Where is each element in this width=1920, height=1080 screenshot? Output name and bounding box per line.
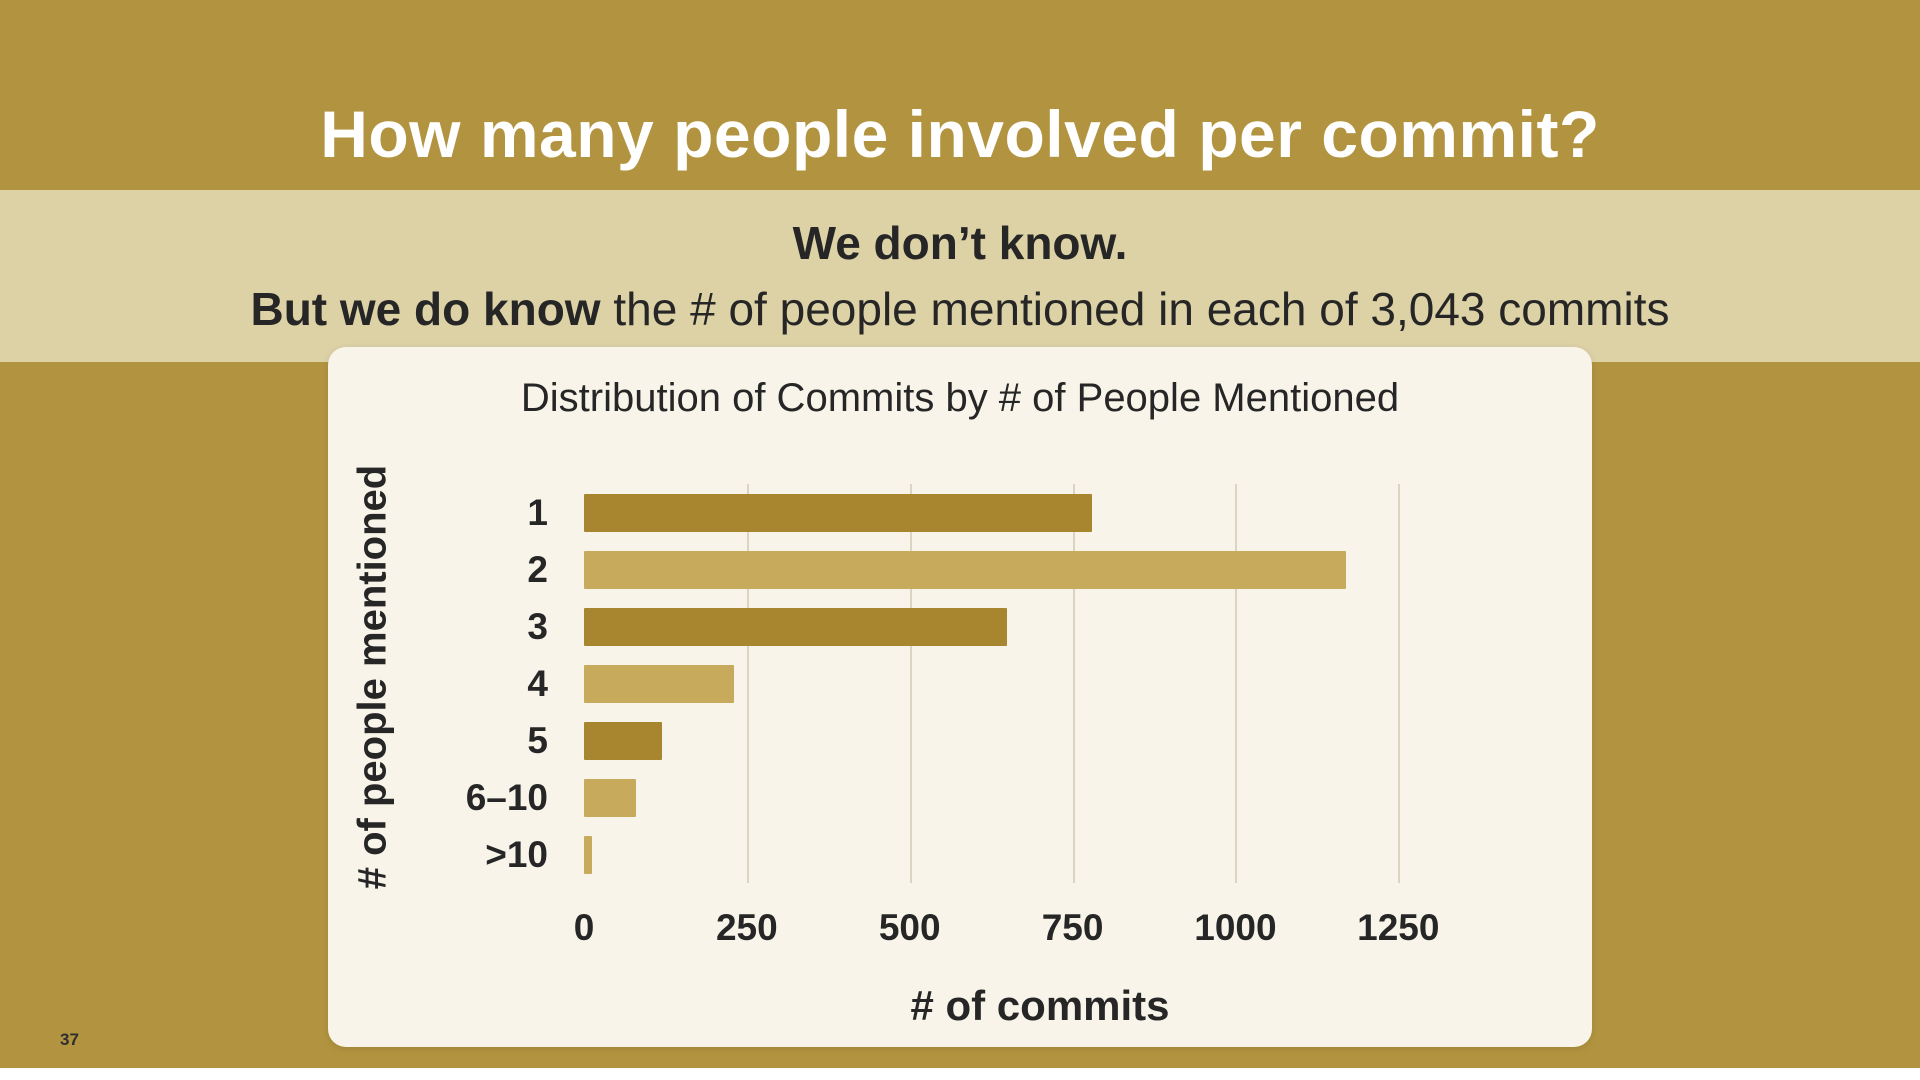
category-label: >10 [485,834,548,875]
bar [584,607,1008,646]
subtitle-line-1: We don’t know. [792,217,1128,269]
category-label: 3 [527,606,548,647]
chart-title: Distribution of Commits by # of People M… [520,376,1400,420]
bar-row [584,826,1496,883]
category-label: 5 [527,720,548,761]
category-label: 4 [527,663,548,704]
bar-row [584,484,1496,541]
x-tick-label: 500 [878,907,941,948]
bar [584,550,1347,589]
chart-panel: Distribution of Commits by # of People M… [328,347,1592,1047]
subtitle-band: We don’t know. But we do know the # of p… [0,190,1920,362]
bottom-strip [0,1068,1920,1080]
x-tick-label: 0 [573,907,595,948]
subtitle-line-2: But we do know the # of people mentioned… [250,283,1669,335]
subtitle-line-2-rest: the # of people mentioned in each of 3,0… [600,283,1670,335]
x-tick-label: 750 [1041,907,1104,948]
bar-row [584,655,1496,712]
gridline [746,484,749,883]
bar-row [584,541,1496,598]
x-axis-label: # of commits [910,982,1170,1029]
bar-row [584,712,1496,769]
x-ticks: 0 250 500 750 1000 1250 [574,906,1496,950]
plot-area [584,484,1496,883]
gridline [1072,484,1075,883]
bar [584,664,734,703]
bar [584,493,1093,532]
bar-row [584,769,1496,826]
gridline [1398,484,1401,883]
category-label: 2 [527,549,548,590]
x-tick-label: 250 [715,907,778,948]
bar [584,778,637,817]
slide-title: How many people involved per commit? [320,97,1600,171]
x-tick-label: 1250 [1357,907,1440,948]
gridline [1235,484,1238,883]
category-label: 1 [527,492,548,533]
x-tick-label: 1000 [1194,907,1277,948]
gridline [909,484,912,883]
bar [584,835,593,874]
bar-row [584,598,1496,655]
category-label: 6–10 [465,777,548,818]
bar [584,721,663,760]
gridlines [584,484,1496,883]
page-number: 37 [60,1030,79,1049]
category-labels: 1 2 3 4 5 6–10 >10 [328,484,566,883]
subtitle-line-2-bold: But we do know [250,283,601,335]
